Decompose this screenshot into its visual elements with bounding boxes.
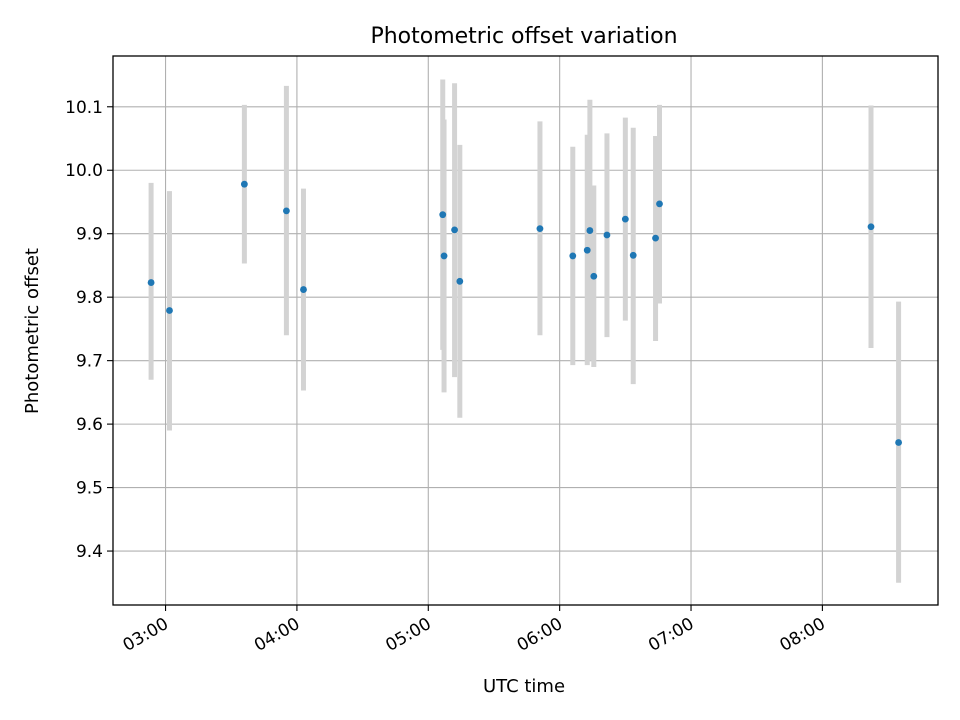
- data-point: [867, 223, 875, 231]
- y-tick-label: 9.6: [76, 415, 103, 435]
- x-tick-label: 03:00: [120, 614, 172, 656]
- data-point: [536, 225, 544, 233]
- data-point: [621, 215, 629, 223]
- y-tick-label: 10.0: [65, 161, 103, 181]
- x-tick-label: 05:00: [382, 614, 434, 656]
- chart-title: Photometric offset variation: [370, 24, 677, 49]
- x-tick-label: 08:00: [776, 614, 828, 656]
- x-axis-ticks: 03:00 04:00 05:00 06:00 07:00 08:00: [120, 605, 829, 656]
- data-point: [656, 200, 663, 208]
- data-point: [603, 231, 611, 239]
- data-point: [583, 246, 591, 254]
- x-axis-label: UTC time: [483, 676, 565, 697]
- data-point: [166, 307, 173, 314]
- x-tick-label: 04:00: [251, 614, 303, 656]
- y-tick-label: 9.4: [76, 542, 103, 562]
- x-tick-label: 07:00: [645, 614, 697, 656]
- y-tick-label: 9.7: [76, 352, 103, 372]
- data-point: [586, 227, 594, 234]
- data-points: [147, 180, 902, 446]
- data-point: [569, 252, 577, 260]
- data-point: [895, 439, 902, 446]
- grid: [113, 56, 938, 605]
- data-point: [590, 272, 598, 280]
- plot-area-frame: [112, 55, 939, 606]
- data-point: [652, 234, 659, 242]
- data-point: [439, 211, 447, 219]
- data-point: [440, 252, 448, 260]
- data-point: [456, 277, 464, 285]
- y-axis-label: Photometric offset: [22, 248, 43, 414]
- data-point: [300, 286, 307, 293]
- y-tick-label: 9.5: [76, 479, 103, 499]
- data-point: [451, 226, 458, 234]
- y-tick-label: 9.8: [76, 288, 103, 308]
- y-tick-label: 10.1: [65, 98, 103, 118]
- data-point: [283, 207, 290, 215]
- x-tick-label: 06:00: [514, 614, 566, 656]
- y-tick-label: 9.9: [76, 225, 103, 245]
- errorbars: [148, 79, 902, 583]
- data-point: [147, 279, 155, 286]
- y-axis-ticks: 9.4 9.5 9.6 9.7 9.8 9.9 10.0 10.1: [65, 98, 113, 562]
- data-point: [629, 251, 637, 259]
- data-point: [240, 180, 248, 188]
